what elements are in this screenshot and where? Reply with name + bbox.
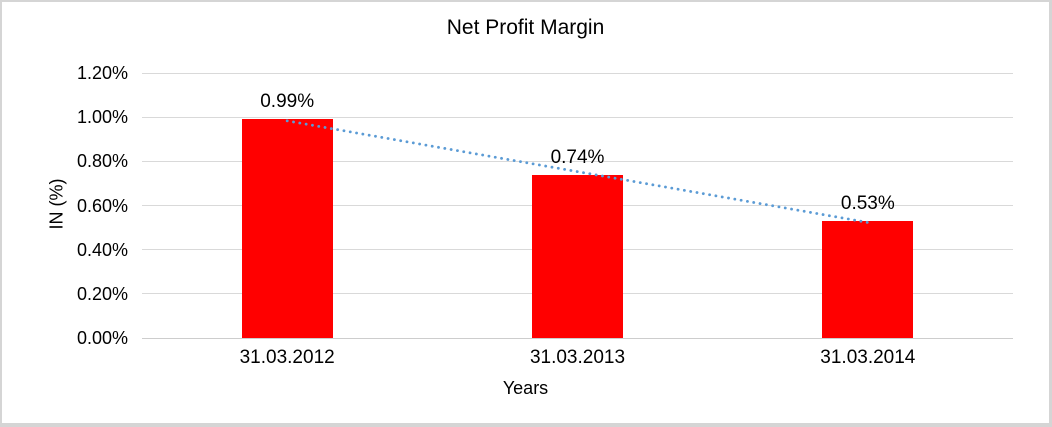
x-axis-title: Years (502, 378, 549, 398)
data-label: 0.99% (260, 91, 315, 113)
y-tick-label: 0.20% (76, 283, 128, 304)
gridline (142, 72, 1013, 74)
bar (532, 174, 623, 338)
data-label: 0.53% (840, 192, 895, 214)
y-tick-label: 0.80% (76, 151, 128, 172)
gridline (142, 160, 1013, 162)
plot-area: 0.99% 0.74% 0.53% (142, 72, 1013, 339)
trendline (285, 119, 870, 224)
y-tick-label: 0.60% (76, 195, 128, 216)
chart-title: Net Profit Margin (446, 16, 605, 39)
data-label: 0.74% (550, 146, 605, 168)
bar (822, 220, 914, 338)
x-axis-line (142, 338, 1013, 339)
x-tick-label: 31.03.2013 (529, 347, 626, 368)
y-tick-label: 1.20% (76, 63, 128, 83)
y-tick-label: 0.00% (76, 328, 128, 348)
bar (241, 119, 333, 338)
y-tick-label: 0.40% (76, 239, 128, 260)
x-tick-label: 31.03.2012 (239, 347, 335, 368)
y-tick-label: 1.00% (76, 107, 128, 128)
x-tick-label: 31.03.2014 (820, 347, 916, 368)
gridline (142, 116, 1013, 118)
